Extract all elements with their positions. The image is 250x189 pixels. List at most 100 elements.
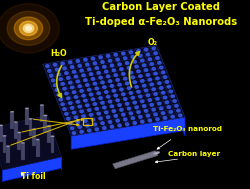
Circle shape [89, 93, 92, 96]
Circle shape [110, 105, 113, 108]
Circle shape [14, 17, 42, 40]
Circle shape [104, 91, 108, 93]
Circle shape [144, 69, 147, 71]
Circle shape [106, 116, 110, 119]
Circle shape [132, 101, 136, 104]
Circle shape [152, 88, 155, 91]
Circle shape [136, 50, 140, 52]
Circle shape [140, 120, 143, 123]
Circle shape [76, 80, 79, 83]
Ellipse shape [43, 115, 47, 116]
Circle shape [57, 93, 60, 96]
Circle shape [104, 70, 108, 73]
Circle shape [87, 88, 90, 91]
Ellipse shape [10, 111, 14, 112]
Polygon shape [112, 151, 157, 169]
Circle shape [55, 89, 58, 91]
Circle shape [146, 94, 149, 97]
Circle shape [159, 107, 162, 110]
Text: Carbon layer: Carbon layer [168, 151, 220, 157]
Polygon shape [21, 143, 25, 160]
Circle shape [93, 103, 96, 105]
Circle shape [84, 58, 87, 61]
Circle shape [165, 81, 168, 83]
Circle shape [98, 117, 102, 120]
Polygon shape [32, 129, 36, 146]
Circle shape [166, 85, 170, 88]
Circle shape [68, 61, 71, 64]
Circle shape [116, 99, 119, 102]
Circle shape [23, 24, 34, 33]
Circle shape [59, 98, 62, 101]
Circle shape [136, 70, 140, 73]
Circle shape [104, 111, 108, 114]
Circle shape [131, 76, 134, 79]
Circle shape [108, 121, 111, 123]
Circle shape [72, 91, 75, 94]
Circle shape [153, 113, 157, 116]
Circle shape [53, 64, 56, 66]
Circle shape [118, 104, 121, 106]
Circle shape [74, 96, 77, 98]
Ellipse shape [21, 142, 25, 144]
Circle shape [61, 103, 64, 106]
Circle shape [148, 119, 151, 122]
Circle shape [118, 63, 121, 66]
Circle shape [95, 108, 98, 110]
Circle shape [129, 92, 132, 94]
Circle shape [76, 121, 79, 124]
Circle shape [161, 91, 164, 94]
Circle shape [78, 126, 81, 128]
Circle shape [125, 62, 128, 64]
Circle shape [118, 83, 121, 86]
Polygon shape [0, 115, 62, 170]
Polygon shape [43, 115, 47, 132]
Circle shape [121, 93, 124, 96]
Circle shape [132, 60, 136, 63]
Circle shape [102, 86, 106, 88]
Circle shape [72, 70, 75, 73]
Circle shape [91, 57, 94, 60]
Circle shape [96, 92, 100, 94]
Polygon shape [2, 136, 6, 153]
Circle shape [70, 107, 73, 109]
Circle shape [76, 101, 79, 103]
Circle shape [93, 62, 96, 65]
Polygon shape [17, 132, 21, 149]
Circle shape [66, 117, 70, 120]
Ellipse shape [17, 132, 21, 133]
Circle shape [138, 116, 141, 118]
Polygon shape [42, 45, 184, 136]
Circle shape [138, 75, 141, 77]
Circle shape [153, 72, 157, 75]
Ellipse shape [6, 146, 10, 147]
Circle shape [74, 75, 77, 78]
Circle shape [93, 82, 96, 85]
Circle shape [85, 84, 88, 86]
Circle shape [106, 55, 110, 57]
Circle shape [131, 117, 134, 119]
Text: H₂O: H₂O [50, 49, 66, 58]
Circle shape [82, 115, 85, 118]
Circle shape [155, 98, 158, 100]
Circle shape [134, 65, 138, 68]
Circle shape [146, 74, 149, 76]
Circle shape [64, 92, 68, 95]
Circle shape [78, 64, 81, 67]
Ellipse shape [153, 152, 159, 155]
Circle shape [80, 110, 83, 113]
Circle shape [136, 111, 140, 113]
Circle shape [49, 74, 53, 77]
Circle shape [100, 61, 104, 63]
Polygon shape [25, 108, 29, 125]
Circle shape [121, 113, 124, 116]
Circle shape [70, 127, 73, 130]
Circle shape [116, 58, 119, 61]
Circle shape [57, 73, 60, 76]
Circle shape [108, 80, 111, 82]
Text: Ti foil: Ti foil [21, 172, 45, 181]
Circle shape [66, 77, 70, 79]
Circle shape [170, 115, 174, 118]
Polygon shape [6, 146, 10, 163]
Circle shape [112, 110, 115, 112]
